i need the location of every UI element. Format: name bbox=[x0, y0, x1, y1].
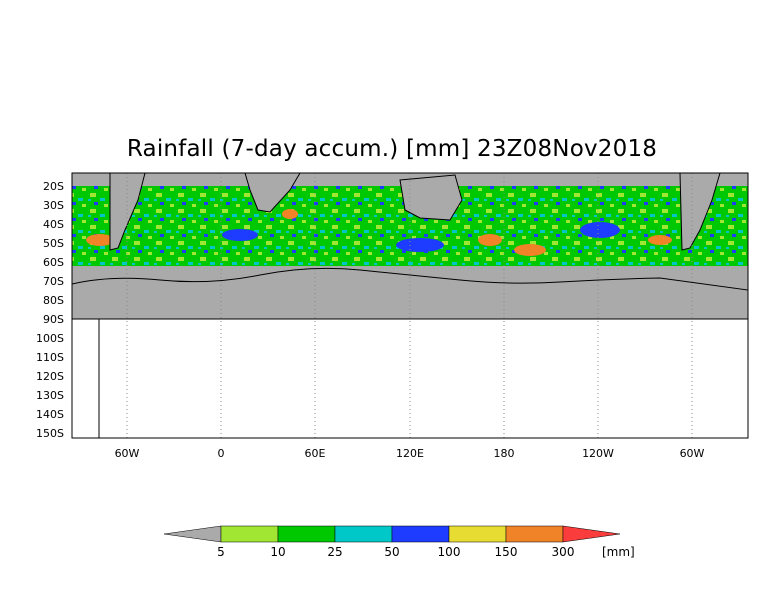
lon-tick-label: 180 bbox=[494, 447, 515, 460]
colorbar: 5 10 25 50 100 150 300 [mm] bbox=[163, 525, 635, 559]
lon-tick-label: 60W bbox=[115, 447, 140, 460]
colorbar-swatch bbox=[277, 525, 336, 543]
lat-tick-label: 40S bbox=[43, 218, 64, 231]
lat-tick-label: 90S bbox=[43, 313, 64, 326]
map-gridlines bbox=[126, 173, 693, 438]
lon-tick-label: 120E bbox=[396, 447, 424, 460]
colorbar-label: 50 bbox=[384, 545, 399, 559]
map-title: Rainfall (7-day accum.) [mm] 23Z08Nov201… bbox=[126, 136, 658, 162]
colorbar-label: 5 bbox=[217, 545, 225, 559]
colorbar-label: 150 bbox=[495, 545, 518, 559]
lat-tick-label: 30S bbox=[43, 199, 64, 212]
colorbar-swatch bbox=[163, 525, 222, 543]
lat-tick-label: 110S bbox=[36, 351, 64, 364]
colorbar-swatch bbox=[562, 525, 621, 543]
colorbar-label: 10 bbox=[270, 545, 285, 559]
colorbar-swatch bbox=[220, 525, 279, 543]
lat-tick-label: 50S bbox=[43, 237, 64, 250]
colorbar-label: 300 bbox=[552, 545, 575, 559]
lat-tick-label: 140S bbox=[36, 408, 64, 421]
lat-tick-label: 100S bbox=[36, 332, 64, 345]
longitude-axis: 60W 0 60E 120E 180 120W 60W bbox=[115, 447, 705, 460]
colorbar-swatch bbox=[334, 525, 393, 543]
colorbar-label: 100 bbox=[438, 545, 461, 559]
lon-tick-label: 120W bbox=[582, 447, 614, 460]
colorbar-unit: [mm] bbox=[602, 545, 635, 559]
lon-tick-label: 60W bbox=[680, 447, 705, 460]
latitude-axis: 20S 30S 40S 50S 60S 70S 80S 90S 100S 110… bbox=[36, 180, 64, 440]
colorbar-swatch bbox=[448, 525, 507, 543]
lon-tick-label: 60E bbox=[305, 447, 326, 460]
lat-tick-label: 20S bbox=[43, 180, 64, 193]
lat-tick-label: 120S bbox=[36, 370, 64, 383]
map-plot-area bbox=[71, 172, 749, 439]
lon-tick-label: 0 bbox=[218, 447, 225, 460]
colorbar-swatch bbox=[505, 525, 564, 543]
lat-tick-label: 130S bbox=[36, 389, 64, 402]
colorbar-label: 25 bbox=[327, 545, 342, 559]
lat-tick-label: 150S bbox=[36, 427, 64, 440]
lat-tick-label: 60S bbox=[43, 256, 64, 269]
lat-tick-label: 80S bbox=[43, 294, 64, 307]
lat-tick-label: 70S bbox=[43, 275, 64, 288]
colorbar-swatch bbox=[391, 525, 450, 543]
